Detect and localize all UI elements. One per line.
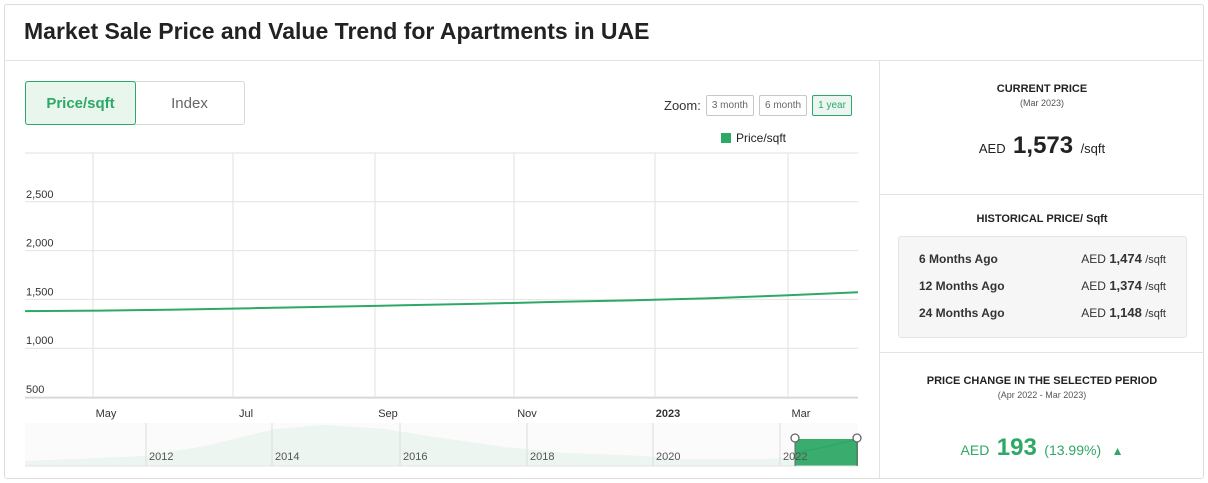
historical-row-label: 12 Months Ago bbox=[919, 279, 1005, 293]
zoom-6-month-button[interactable]: 6 month bbox=[758, 94, 808, 116]
zoom-controls: Zoom: 3 month 6 month 1 year bbox=[664, 93, 852, 117]
price-change-block: PRICE CHANGE IN THE SELECTED PERIOD (Apr… bbox=[880, 353, 1204, 478]
current-price-title: CURRENT PRICE bbox=[996, 83, 1088, 95]
legend-swatch bbox=[721, 133, 731, 143]
chart-grid bbox=[25, 152, 858, 399]
price-series-line bbox=[24, 291, 859, 313]
card-title: Market Sale Price and Value Trend for Ap… bbox=[5, 5, 1203, 61]
navigator-label: 2016 bbox=[403, 451, 427, 463]
current-price-value: AED 1,573 /sqft bbox=[880, 132, 1204, 160]
price-change-period: (Apr 2022 - Mar 2023) bbox=[997, 390, 1087, 400]
chart-mode-tabs: Price/sqft Index bbox=[25, 81, 245, 125]
current-price-currency: AED bbox=[978, 141, 1006, 156]
y-tick-label: 500 bbox=[26, 384, 44, 396]
y-tick-label: 1,500 bbox=[26, 286, 54, 298]
navigator-label: 2012 bbox=[149, 451, 173, 463]
chart-labels: 500 1,000 1,500 2,000 2,500 May Jul Sep Nov 2023 M… bbox=[26, 189, 811, 420]
historical-row-unit: /sqft bbox=[1145, 281, 1166, 293]
navigator-label: 2018 bbox=[530, 451, 554, 463]
historical-row-currency: AED bbox=[1081, 252, 1106, 266]
historical-row: 12 Months Ago AED 1,374 /sqft bbox=[919, 278, 1166, 305]
price-chart[interactable]: 2012 2014 2016 2018 2020 2022 5001,0001,5002,… bbox=[5, 61, 879, 478]
up-arrow-icon: ▲ bbox=[1111, 444, 1124, 458]
chart-series bbox=[24, 291, 859, 313]
zoom-1-year-button[interactable]: 1 year bbox=[812, 94, 852, 116]
historical-price-block: HISTORICAL PRICE/ Sqft 6 Months Ago AED … bbox=[880, 195, 1204, 353]
price-change-title: PRICE CHANGE IN THE SELECTED PERIOD bbox=[926, 375, 1158, 387]
x-tick-label: Sep bbox=[378, 408, 398, 420]
navigator-selection-line bbox=[794, 438, 859, 454]
chart-panel: 2012 2014 2016 2018 2020 2022 500 1,000 1,500 2,… bbox=[5, 61, 879, 478]
navigator-label: 2014 bbox=[275, 451, 299, 463]
current-price-block: CURRENT PRICE (Mar 2023) AED 1,573 /sqft bbox=[880, 61, 1204, 195]
x-tick-label: May bbox=[96, 408, 117, 420]
historical-row-unit: /sqft bbox=[1145, 254, 1166, 266]
historical-row-number: 1,474 bbox=[1109, 251, 1142, 266]
navigator-label: 2020 bbox=[656, 451, 680, 463]
navigator-selection bbox=[795, 439, 858, 466]
historical-row-value: AED 1,148 /sqft bbox=[1081, 305, 1166, 320]
legend-label: Price/sqft bbox=[736, 131, 787, 145]
price-change-number: 193 bbox=[996, 434, 1037, 461]
navigator-handle-left[interactable] bbox=[790, 433, 800, 443]
chart-navigator: 2012 2014 2016 2018 2020 2022 bbox=[25, 423, 862, 467]
price-change-value: AED 193 (13.99%) ▲ bbox=[880, 434, 1204, 462]
historical-row-label: 6 Months Ago bbox=[919, 252, 998, 266]
zoom-label: Zoom: bbox=[664, 97, 701, 113]
historical-price-table: 6 Months Ago AED 1,474 /sqft 12 Months A… bbox=[898, 236, 1187, 338]
price-change-percent: (13.99%) bbox=[1044, 442, 1102, 458]
historical-row-currency: AED bbox=[1081, 306, 1106, 320]
tab-index[interactable]: Index bbox=[171, 94, 208, 112]
historical-row-number: 1,374 bbox=[1109, 278, 1142, 293]
chart-legend[interactable]: Price/sqft bbox=[721, 131, 786, 145]
current-price-unit: /sqft bbox=[1080, 141, 1106, 156]
y-tick-label: 1,000 bbox=[26, 335, 54, 347]
historical-row-value: AED 1,374 /sqft bbox=[1081, 278, 1166, 293]
tab-price-sqft[interactable]: Price/sqft bbox=[25, 81, 136, 125]
navigator-area bbox=[25, 425, 795, 466]
historical-row-value: AED 1,474 /sqft bbox=[1081, 251, 1166, 266]
x-tick-label: Jul bbox=[239, 408, 253, 420]
historical-row-label: 24 Months Ago bbox=[919, 306, 1005, 320]
price-change-currency: AED bbox=[960, 442, 990, 458]
historical-row: 6 Months Ago AED 1,474 /sqft bbox=[919, 251, 1166, 278]
historical-row-number: 1,148 bbox=[1109, 305, 1142, 320]
price-trend-card: Market Sale Price and Value Trend for Ap… bbox=[4, 4, 1204, 479]
current-price-number: 1,573 bbox=[1013, 132, 1074, 159]
zoom-3-month-button[interactable]: 3 month bbox=[705, 94, 754, 116]
current-price-date: (Mar 2023) bbox=[1019, 98, 1064, 108]
y-tick-label: 2,000 bbox=[26, 238, 54, 250]
x-tick-label: 2023 bbox=[656, 408, 680, 420]
historical-row-unit: /sqft bbox=[1145, 308, 1166, 320]
price-summary-panel: CURRENT PRICE (Mar 2023) AED 1,573 /sqft… bbox=[879, 61, 1204, 478]
historical-price-title: HISTORICAL PRICE/ Sqft bbox=[976, 213, 1108, 225]
historical-row: 24 Months Ago AED 1,148 /sqft bbox=[919, 305, 1166, 332]
y-tick-label: 2,500 bbox=[26, 189, 54, 201]
historical-row-currency: AED bbox=[1081, 279, 1106, 293]
navigator-handle-right[interactable] bbox=[852, 433, 862, 443]
x-tick-label: Mar bbox=[792, 408, 811, 420]
x-tick-label: Nov bbox=[517, 408, 537, 420]
